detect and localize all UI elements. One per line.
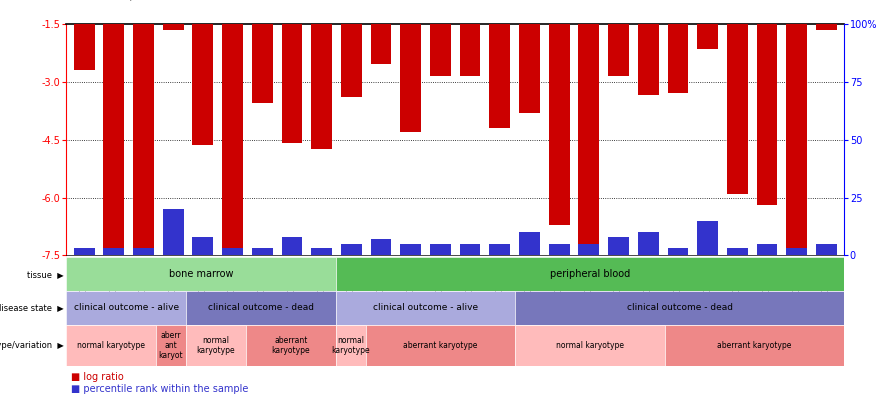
Bar — [222, 24, 243, 249]
Bar — [816, 244, 837, 255]
Bar — [73, 24, 95, 70]
Bar — [163, 209, 184, 255]
Bar — [252, 24, 272, 103]
Bar — [667, 24, 689, 93]
Bar — [400, 24, 421, 132]
Bar — [727, 248, 748, 255]
Bar — [578, 244, 599, 255]
Text: normal
karyotype: normal karyotype — [196, 336, 235, 355]
Bar — [66, 325, 156, 366]
Bar — [816, 24, 837, 30]
Bar — [103, 24, 124, 249]
Bar — [282, 24, 302, 143]
Text: clinical outcome - alive: clinical outcome - alive — [73, 303, 179, 312]
Text: clinical outcome - dead: clinical outcome - dead — [627, 303, 733, 312]
Bar — [311, 248, 332, 255]
Bar — [665, 325, 844, 366]
Bar — [578, 24, 599, 249]
Text: ■ percentile rank within the sample: ■ percentile rank within the sample — [71, 384, 248, 394]
Bar — [186, 325, 246, 366]
Bar — [490, 244, 510, 255]
Bar — [400, 244, 421, 255]
Text: aberr
ant
karyot: aberr ant karyot — [159, 331, 183, 360]
Bar — [311, 24, 332, 149]
Text: tissue  ▶: tissue ▶ — [27, 270, 64, 279]
Bar — [515, 291, 844, 325]
Bar — [519, 24, 540, 112]
Bar — [490, 24, 510, 128]
Text: normal
karyotype: normal karyotype — [332, 336, 370, 355]
Bar — [638, 232, 659, 255]
Text: ■ log ratio: ■ log ratio — [71, 372, 124, 382]
Bar — [365, 325, 515, 366]
Bar — [370, 24, 392, 64]
Text: peripheral blood: peripheral blood — [550, 269, 630, 279]
Bar — [667, 248, 689, 255]
Bar — [222, 248, 243, 255]
Bar — [370, 239, 392, 255]
Bar — [336, 325, 365, 366]
Bar — [638, 24, 659, 95]
Bar — [73, 248, 95, 255]
Bar — [246, 325, 336, 366]
Text: aberrant karyotype: aberrant karyotype — [403, 341, 477, 350]
Text: aberrant karyotype: aberrant karyotype — [717, 341, 792, 350]
Bar — [697, 221, 718, 255]
Bar — [549, 24, 569, 225]
Bar — [727, 24, 748, 194]
Bar — [252, 248, 272, 255]
Bar — [341, 24, 362, 97]
Text: normal karyotype: normal karyotype — [77, 341, 145, 350]
Bar — [460, 244, 481, 255]
Bar — [336, 291, 515, 325]
Bar — [186, 291, 336, 325]
Bar — [193, 24, 213, 145]
Bar — [103, 248, 124, 255]
Text: aberrant
karyotype: aberrant karyotype — [271, 336, 310, 355]
Bar — [757, 244, 777, 255]
Bar — [515, 325, 665, 366]
Bar — [336, 257, 844, 291]
Bar — [697, 24, 718, 49]
Bar — [608, 237, 629, 255]
Text: GDS841 / 42820: GDS841 / 42820 — [75, 0, 179, 2]
Bar — [787, 248, 807, 255]
Bar — [156, 325, 186, 366]
Text: clinical outcome - dead: clinical outcome - dead — [208, 303, 314, 312]
Text: genotype/variation  ▶: genotype/variation ▶ — [0, 341, 64, 350]
Bar — [282, 237, 302, 255]
Bar — [519, 232, 540, 255]
Bar — [133, 248, 154, 255]
Text: bone marrow: bone marrow — [169, 269, 233, 279]
Bar — [163, 24, 184, 30]
Text: normal karyotype: normal karyotype — [556, 341, 624, 350]
Bar — [460, 24, 481, 76]
Bar — [430, 24, 451, 76]
Text: clinical outcome - alive: clinical outcome - alive — [373, 303, 478, 312]
Bar — [66, 257, 336, 291]
Bar — [341, 244, 362, 255]
Bar — [787, 24, 807, 249]
Bar — [66, 291, 186, 325]
Text: disease state  ▶: disease state ▶ — [0, 303, 64, 312]
Bar — [608, 24, 629, 76]
Bar — [549, 244, 569, 255]
Bar — [133, 24, 154, 249]
Bar — [757, 24, 777, 205]
Bar — [430, 244, 451, 255]
Bar — [193, 237, 213, 255]
